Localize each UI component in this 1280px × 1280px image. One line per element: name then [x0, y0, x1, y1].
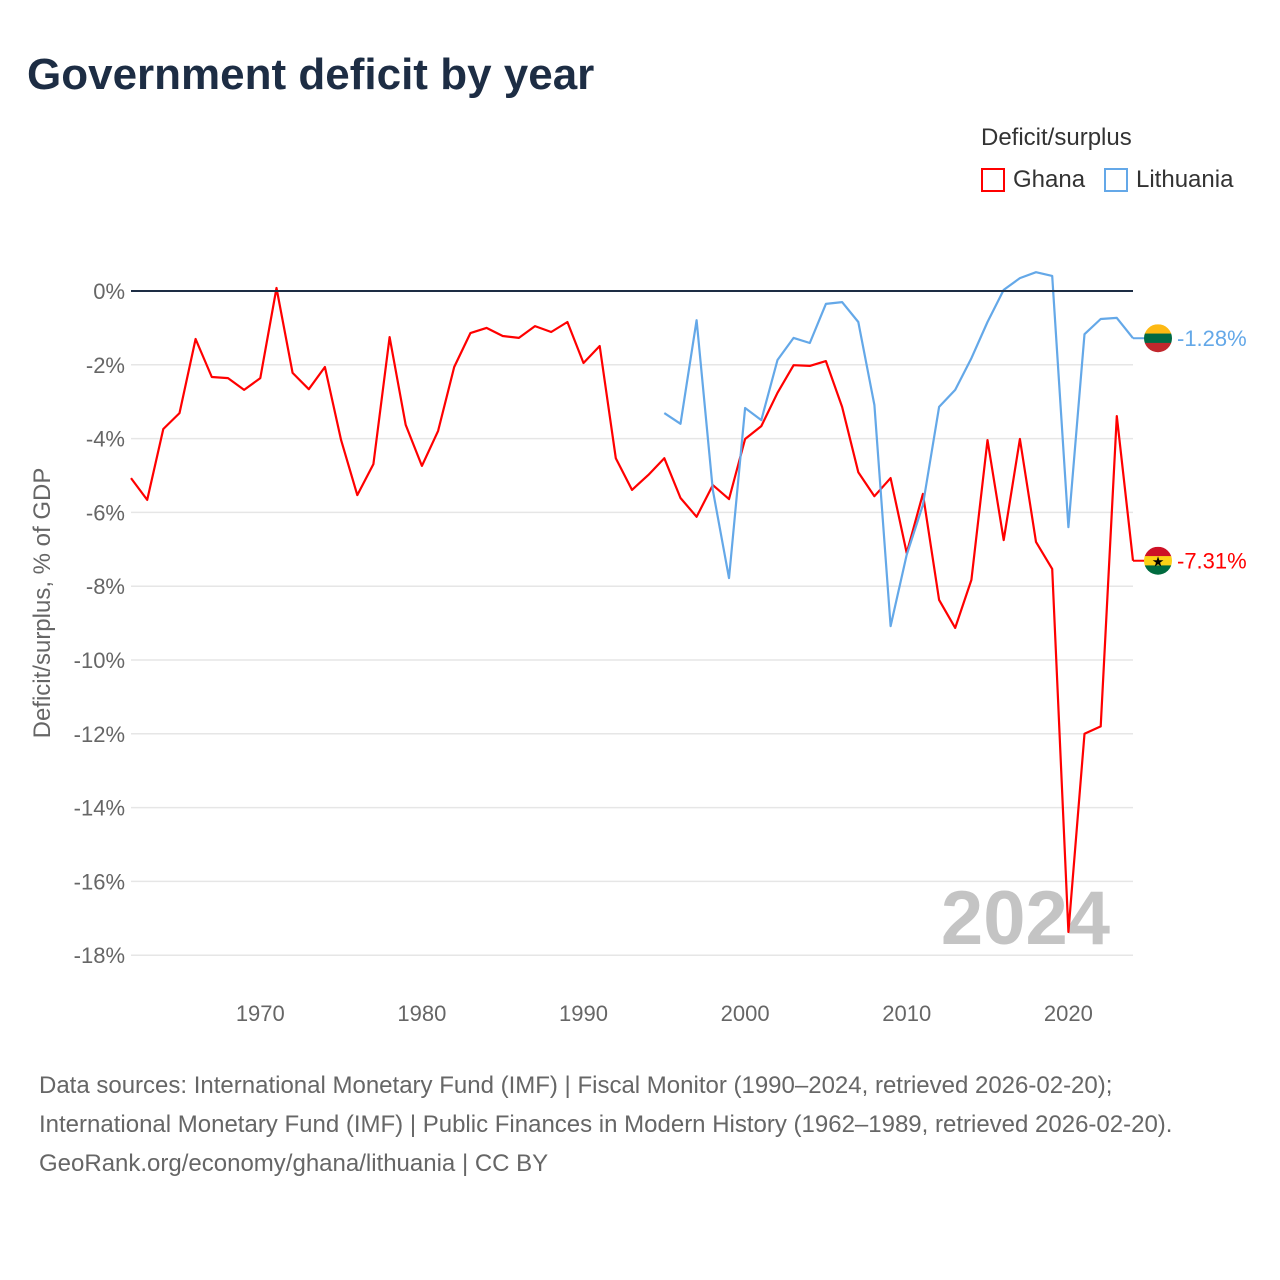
y-tick-label: -12%: [74, 722, 125, 747]
flag-ghana-icon: ★: [1144, 546, 1172, 575]
y-tick-label: -4%: [86, 427, 125, 452]
flag-stripe: [1144, 556, 1172, 566]
legend-swatch-ghana: [981, 168, 1005, 192]
flag-stripe: [1144, 565, 1172, 575]
legend-swatch-lithuania: [1104, 168, 1128, 192]
y-tick-label: -6%: [86, 500, 125, 525]
x-tick-label: 2020: [1044, 1001, 1093, 1026]
end-value-label: -1.28%: [1177, 326, 1247, 351]
source-link[interactable]: GeoRank.org/economy/ghana/lithuania | CC…: [39, 1150, 549, 1177]
y-tick-label: -8%: [86, 574, 125, 599]
source-line: International Monetary Fund (IMF) | Publ…: [39, 1111, 1173, 1138]
line-chart: 0% -2% -4% -6% -8% -10% -12% -14% -16% -18% 1970 19…: [29, 271, 1247, 1026]
source-line: Data sources: International Monetary Fun…: [39, 1072, 1113, 1099]
legend-label: Lithuania: [1136, 166, 1234, 193]
page-title: Government deficit by year: [27, 50, 595, 99]
x-tick-label: 1990: [559, 1001, 608, 1026]
legend-label: Ghana: [1013, 166, 1086, 193]
flag-star: ★: [1152, 554, 1165, 570]
y-tick-label: 0%: [93, 279, 125, 304]
x-tick-label: 1980: [397, 1001, 446, 1026]
x-tick-label: 1970: [236, 1001, 285, 1026]
y-tick-label: -10%: [74, 648, 125, 673]
legend-title: Deficit/surplus: [981, 124, 1132, 151]
flag-stripe: [1144, 324, 1172, 335]
x-tick-label: 2010: [882, 1001, 931, 1026]
series-line-ghana: [130, 286, 1135, 934]
legend-item-ghana[interactable]: Ghana: [981, 166, 1085, 194]
y-tick-label: -2%: [86, 353, 125, 378]
x-tick-label: 2000: [721, 1001, 770, 1026]
flag-lithuania-icon: [1144, 324, 1172, 353]
year-watermark: 2024: [941, 876, 1110, 961]
flag-stripe: [1144, 546, 1172, 557]
data-sources: Data sources: International Monetary Fun…: [39, 1066, 1239, 1183]
end-value-label: -7.31%: [1177, 549, 1247, 574]
y-tick-label: -16%: [74, 869, 125, 894]
y-tick-label: -14%: [74, 796, 125, 821]
flag-stripe: [1144, 342, 1172, 353]
legend-item-lithuania[interactable]: Lithuania: [1104, 166, 1233, 194]
series-line-lithuania: [663, 271, 1134, 628]
y-tick-label: -18%: [74, 943, 125, 968]
flag-stripe: [1144, 333, 1172, 344]
y-axis-label: Deficit/surplus, % of GDP: [29, 468, 56, 739]
